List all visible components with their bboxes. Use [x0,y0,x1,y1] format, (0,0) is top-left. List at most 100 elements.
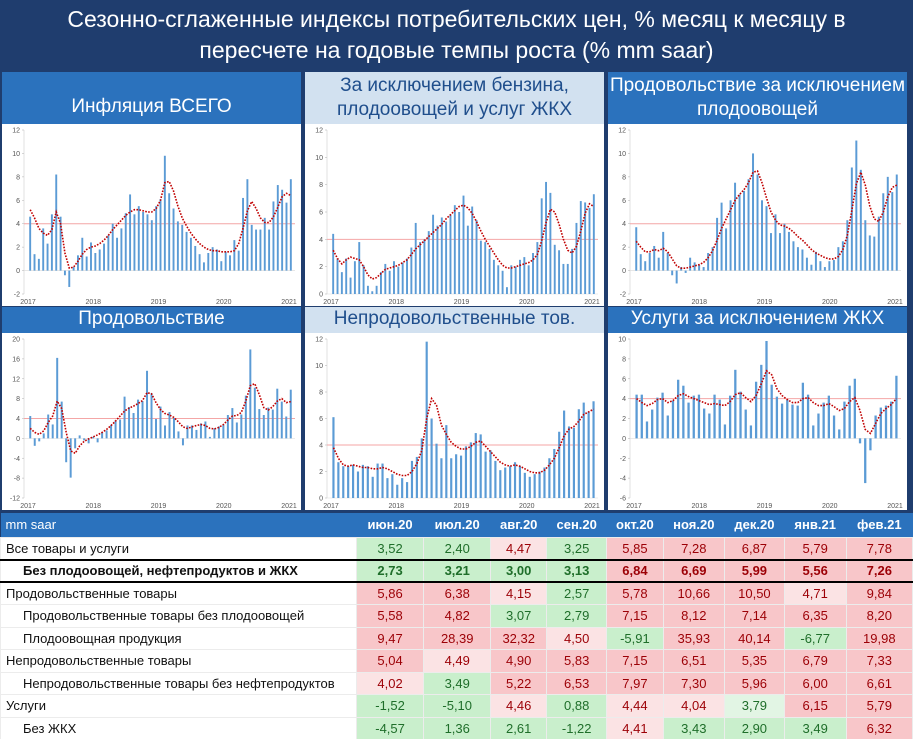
bar [101,432,104,439]
table-cell: 8,12 [662,604,726,628]
table-cell: 35,93 [662,626,726,650]
bar [501,270,504,294]
bar [877,216,880,271]
table-cell: 7,26 [845,558,913,583]
bar [406,258,408,294]
y-tick-label: 4 [16,221,20,228]
bar [484,242,487,294]
bar [639,254,642,271]
bar [202,262,205,271]
bar [514,266,517,294]
table-cell: 6,53 [546,671,608,695]
bar [217,426,220,439]
bar [587,411,590,498]
bar [384,263,387,294]
bar [163,155,166,271]
table-cell: 4,02 [355,671,425,695]
x-tick-label: 2021 [887,503,903,510]
bar [271,409,274,439]
table-cell: 7,97 [606,671,664,695]
table-cell: 4,71 [783,581,847,605]
table-header: авг.20 [490,513,547,537]
bar [711,247,714,271]
y-tick-label: -4 [620,476,626,483]
bar [796,405,799,439]
bar [59,216,62,271]
bar [176,221,179,271]
y-tick-label: 6 [622,198,626,205]
chart-title: Услуги за исключением ЖКХ [608,307,907,333]
bar [142,212,145,271]
table-cell: 2,61 [490,716,548,739]
bar [375,285,378,294]
bar [728,395,732,439]
bar [640,394,643,439]
bar [98,249,101,271]
bar [743,190,746,271]
table-cell: 6,38 [423,581,492,605]
bar [47,414,50,439]
data-table: mm saar июн.20 июл.20 авг.20 сен.20 окт.… [0,513,913,739]
y-tick-label: 4 [622,221,626,228]
bar [837,247,840,271]
bar [87,438,90,444]
bar [194,245,197,271]
row-label: Плодоовощная продукция [0,626,357,650]
x-tick-label: 2018 [85,299,101,306]
bar [83,438,86,441]
bar [505,287,508,294]
bar [582,402,585,498]
bar [553,244,556,294]
bar [77,255,79,271]
bar [46,243,49,271]
bar [703,408,706,439]
y-tick-label: 10 [12,151,20,158]
bar [246,179,249,271]
bar [504,467,507,498]
table-cell: 1,36 [423,716,492,739]
table-header: июн.20 [356,513,424,537]
bar [832,415,836,439]
bar [237,250,240,271]
bar [744,409,747,439]
bar [235,422,238,439]
bar [855,140,858,271]
bar [445,221,448,294]
table-row: Без плодоовощей, нефтепродуктов и ЖКХ 2,7… [0,558,913,583]
bar [814,251,817,271]
chart-panel-nonfood: Непродовольственные тов. 0 2 4 6 8 10 12 2017 20… [305,307,604,510]
table-cell: 5,78 [606,581,664,605]
x-tick-label: 2020 [519,299,535,306]
y-tick-label: 12 [315,337,323,344]
bar [661,392,664,439]
bar [528,476,531,498]
bar [159,406,162,439]
bar [584,202,587,294]
y-tick-label: -12 [10,496,20,503]
bar [708,413,711,439]
bar [738,194,741,271]
bar [281,189,284,271]
bar [207,253,210,271]
bar [692,395,695,439]
bar [725,228,728,271]
bar [873,236,876,271]
table-cell: 5,22 [490,671,548,695]
y-tick-label: 2 [622,245,626,252]
y-tick-label: 2 [16,245,20,252]
bar [801,382,805,439]
row-label: Непродовольственные товары [0,649,357,673]
bar [267,407,270,439]
bar [592,401,595,498]
y-tick-label: 8 [16,396,20,403]
bar [499,470,502,498]
table-cell: 6,84 [606,558,664,583]
bar [453,205,456,294]
bar [427,231,430,294]
bar [168,412,171,439]
bar [853,378,856,439]
bar [749,425,753,439]
x-tick-label: 2018 [388,503,404,510]
bar [562,263,565,294]
x-tick-label: 2021 [584,299,600,306]
